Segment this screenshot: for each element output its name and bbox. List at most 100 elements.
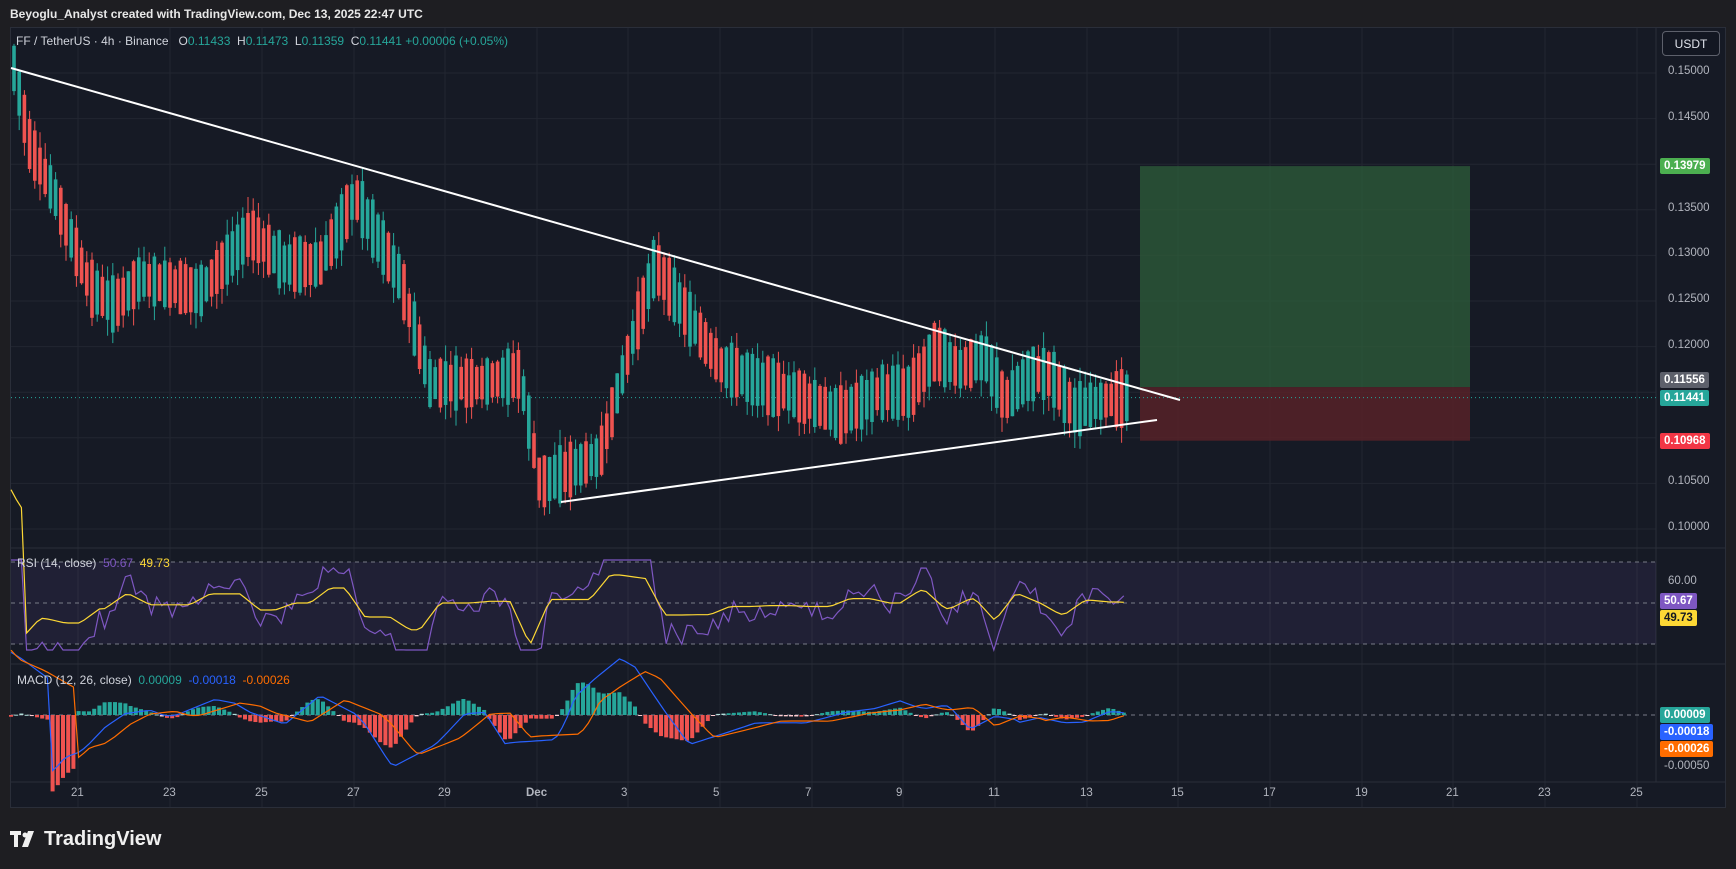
- candle-body: [235, 224, 240, 271]
- candle-body: [1000, 371, 1004, 418]
- macd-histogram-bar: [295, 711, 299, 715]
- macd-histogram-bar: [336, 715, 341, 716]
- macd-histogram-bar: [534, 715, 539, 719]
- macd-histogram-bar: [1080, 715, 1085, 717]
- macd-histogram-bar: [705, 715, 710, 722]
- macd-histogram-bar: [908, 712, 913, 715]
- macd-histogram-bar: [939, 712, 944, 715]
- candle-body: [677, 282, 682, 324]
- candle-body: [839, 385, 843, 444]
- candle-body: [865, 379, 869, 420]
- macd-histogram-bar: [601, 693, 606, 715]
- macd-histogram-bar: [877, 711, 882, 715]
- macd-histogram-bar: [451, 703, 455, 715]
- stop-price-tag: 0.10968: [1660, 433, 1710, 449]
- candle-body: [225, 234, 229, 285]
- candle-body: [620, 355, 625, 394]
- macd-histogram-bar: [102, 702, 107, 715]
- rsi-title[interactable]: RSI (14, close): [17, 556, 97, 570]
- candle-body: [48, 165, 53, 209]
- candle-body: [771, 358, 775, 417]
- macd-histogram-bar: [399, 715, 403, 737]
- candle-body: [495, 361, 500, 397]
- macd-histogram-bar: [274, 715, 279, 722]
- time-axis-label: 25: [255, 787, 268, 799]
- macd-histogram-bar: [14, 714, 19, 716]
- candle-body: [412, 301, 417, 356]
- candle-body: [308, 244, 313, 286]
- macd-histogram-bar: [690, 715, 695, 739]
- macd-hist-value: 0.00009: [138, 673, 182, 687]
- candle-body: [490, 363, 495, 398]
- candle-body: [428, 359, 432, 408]
- rsi-value: 50.67: [103, 556, 134, 570]
- candle-body: [194, 268, 198, 314]
- macd-histogram-bar: [763, 713, 767, 715]
- candle-body: [105, 280, 110, 320]
- macd-histogram-bar: [861, 711, 866, 715]
- stop-zone: [1140, 387, 1470, 441]
- macd-histogram-bar: [237, 715, 242, 718]
- macd-histogram-bar: [1069, 715, 1074, 719]
- macd-histogram-bar: [544, 715, 549, 719]
- ascending-trendline: [560, 419, 1158, 503]
- macd-axis-label: -0.00050: [1664, 760, 1710, 772]
- macd-histogram-bar: [191, 709, 195, 715]
- macd-histogram-bar: [976, 715, 981, 726]
- macd-histogram-bar: [40, 715, 45, 719]
- macd-histogram-bar: [248, 715, 253, 722]
- candle-body: [402, 264, 406, 321]
- macd-histogram-bar: [352, 715, 357, 723]
- candle-body: [891, 365, 895, 419]
- entry-price-tag: 0.11556: [1660, 372, 1709, 388]
- candle-body: [397, 253, 401, 299]
- symbol-name[interactable]: FF / TetherUS · 4h · Binance: [16, 34, 169, 48]
- tradingview-logo[interactable]: TradingView: [10, 826, 161, 852]
- macd-histogram-bar: [1007, 713, 1012, 715]
- currency-button[interactable]: USDT: [1662, 31, 1720, 56]
- candle-body: [1099, 382, 1103, 420]
- macd-histogram-bar: [882, 710, 887, 715]
- macd-histogram-bar: [310, 699, 315, 715]
- candle-body: [672, 267, 677, 323]
- time-axis-label: 23: [1538, 787, 1551, 799]
- candle-body: [407, 293, 411, 328]
- candle-body: [532, 433, 536, 468]
- macd-histogram-bar: [971, 715, 975, 731]
- macd-histogram-bar: [24, 714, 29, 716]
- macd-histogram-bar: [206, 706, 211, 715]
- candle-body: [787, 375, 791, 411]
- time-axis-label: 3: [621, 787, 628, 799]
- macd-histogram-bar: [518, 715, 523, 728]
- candle-body: [241, 217, 245, 265]
- macd-histogram-bar: [321, 701, 325, 715]
- macd-histogram-bar: [76, 711, 81, 715]
- candle-body: [755, 358, 760, 406]
- macd-histogram-bar: [560, 709, 565, 715]
- candle-body: [797, 370, 801, 423]
- open-label: O: [178, 34, 188, 48]
- candle-body: [823, 386, 827, 430]
- macd-histogram-bar: [1075, 715, 1079, 718]
- macd-histogram-bar: [633, 706, 637, 715]
- macd-histogram-bar: [700, 715, 705, 727]
- macd-histogram-bar: [300, 707, 305, 715]
- macd-histogram-bar: [747, 711, 752, 715]
- macd-title[interactable]: MACD (12, 26, close): [17, 673, 132, 687]
- candle-body: [958, 349, 963, 389]
- candle-body: [631, 321, 635, 354]
- candle-body: [1005, 379, 1009, 418]
- macd-histogram-bar: [565, 700, 570, 715]
- macd-histogram-bar: [139, 709, 143, 715]
- macd-signal-value: -0.00026: [242, 673, 290, 687]
- candle-body: [365, 199, 370, 239]
- time-axis-label: 13: [1080, 787, 1093, 799]
- macd-histogram-bar: [539, 715, 544, 719]
- macd-histogram-bar: [180, 714, 185, 716]
- candle-body: [64, 204, 68, 246]
- macd-histogram-bar: [144, 710, 149, 715]
- macd-histogram-bar: [653, 715, 658, 733]
- candle-body: [480, 365, 484, 400]
- macd-histogram-bar: [794, 715, 799, 717]
